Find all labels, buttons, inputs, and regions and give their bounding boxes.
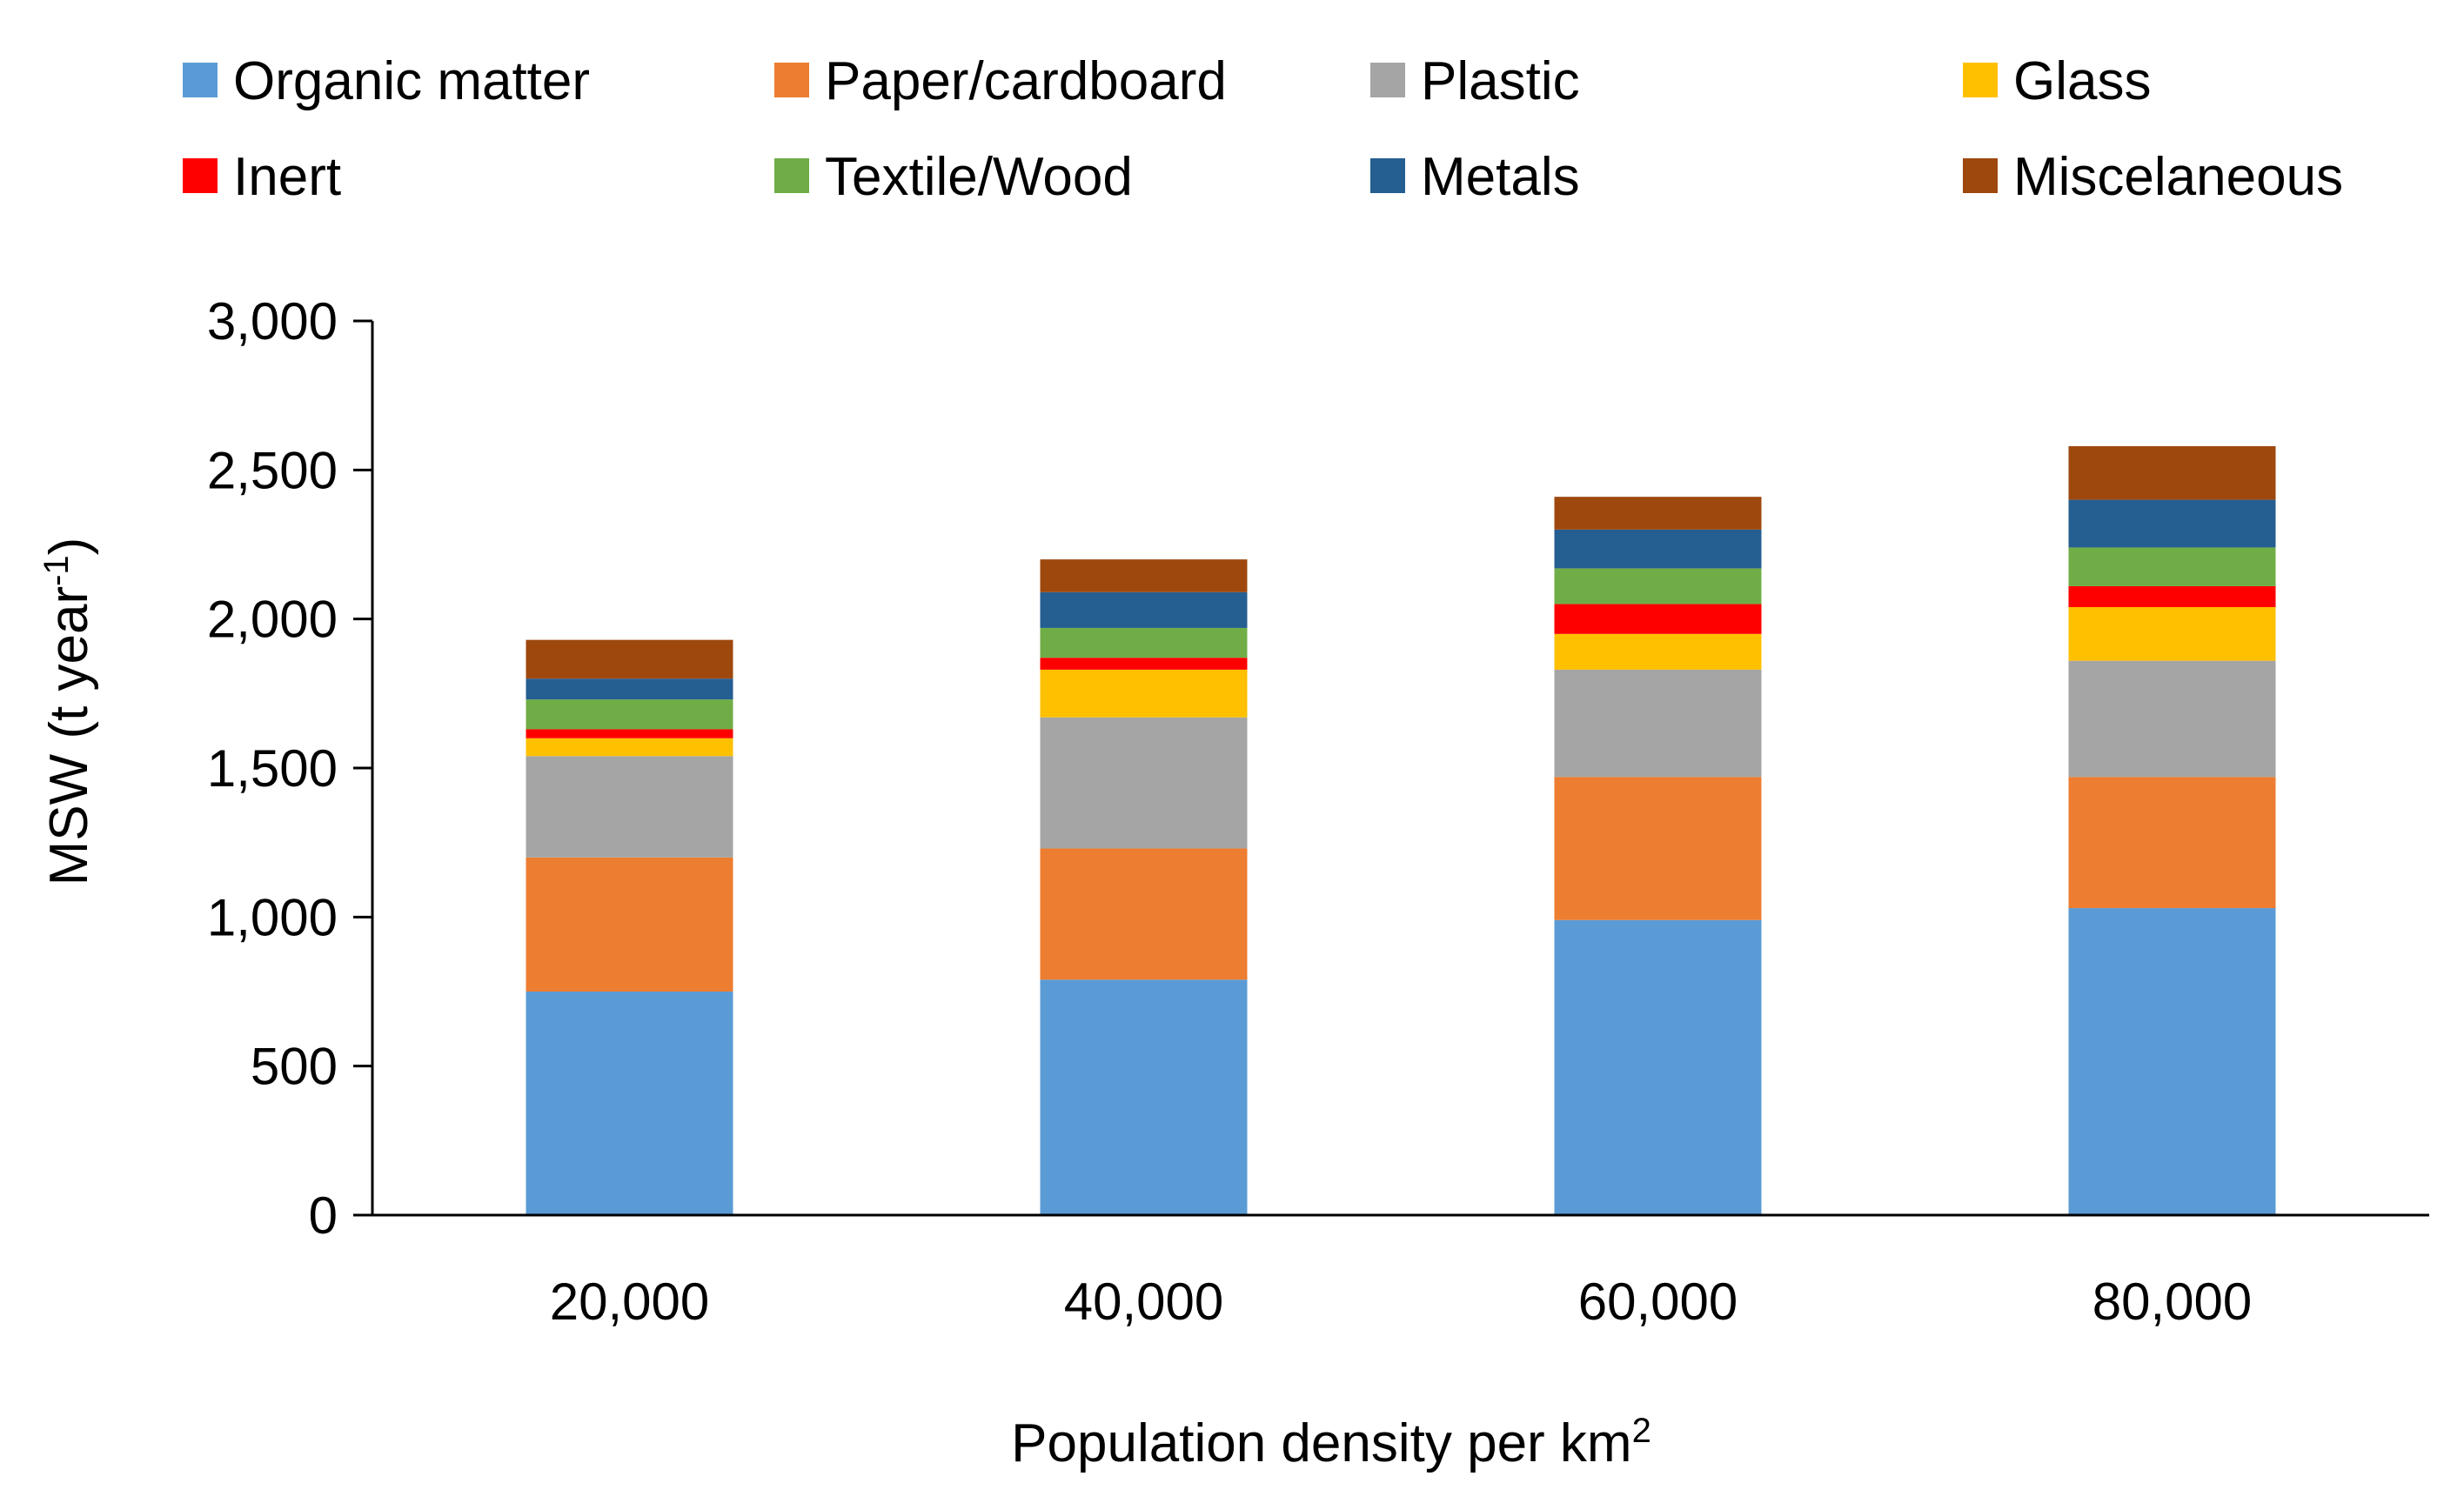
bar-segment-textile-wood (526, 699, 733, 730)
bar-segment-paper-cardboard (526, 857, 733, 992)
x-tick-label: 60,000 (1578, 1273, 1738, 1331)
bar-segment-organic-matter (1040, 979, 1248, 1215)
legend-label: Metals (1421, 147, 1580, 207)
y-tick-label: 1,500 (207, 739, 338, 798)
legend-label: Inert (233, 147, 341, 207)
bar-segment-inert (1554, 604, 1762, 634)
bar-segment-glass (1554, 633, 1762, 670)
bar-segment-inert (526, 729, 733, 738)
legend-label: Glass (2013, 51, 2151, 111)
bar-segment-textile-wood (1554, 568, 1762, 605)
bar-segment-miscelaneous (1554, 497, 1762, 530)
bar-segment-textile-wood (1040, 627, 1248, 658)
x-tick-label: 80,000 (2092, 1273, 2253, 1331)
bar-segment-metals (1554, 529, 1762, 569)
x-axis-title: Population density per km2 (1011, 1412, 1651, 1473)
bar-segment-paper-cardboard (2068, 777, 2276, 909)
bar-segment-organic-matter (1554, 919, 1762, 1215)
bar-segment-plastic (1554, 669, 1762, 778)
legend: Organic matter Paper/cardboard Plastic Glas… (183, 51, 2343, 207)
legend-swatch (1370, 63, 1405, 97)
bar-segment-glass (526, 738, 733, 757)
legend-label: Organic matter (233, 51, 590, 111)
bar-segment-textile-wood (2068, 547, 2276, 586)
legend-label: Miscelaneous (2013, 147, 2343, 207)
legend-label: Textile/Wood (825, 147, 1133, 207)
bar-segment-organic-matter (526, 992, 733, 1215)
bar-segment-organic-matter (2068, 908, 2276, 1215)
bar-segment-metals (2068, 499, 2276, 548)
bar-segment-metals (526, 678, 733, 700)
y-tick-label: 3,000 (207, 292, 338, 351)
legend-swatch (774, 63, 809, 97)
y-axis-title: MSW (t year-1) (37, 538, 99, 886)
legend-swatch (183, 158, 218, 193)
bar-segment-metals (1040, 591, 1248, 628)
x-tick-label: 40,000 (1064, 1273, 1224, 1331)
bar-segment-glass (2068, 606, 2276, 661)
y-axis: 0 500 1,000 1,500 2,000 2,500 3,000 (207, 292, 374, 1245)
legend-swatch (183, 63, 218, 97)
legend-swatch (1370, 158, 1405, 193)
bar-segment-glass (1040, 669, 1248, 718)
bar-segment-miscelaneous (526, 639, 733, 679)
y-tick-label: 1,000 (207, 888, 338, 946)
bar-segment-miscelaneous (1040, 559, 1248, 592)
legend-swatch (1963, 158, 1998, 193)
bar-segment-inert (2068, 585, 2276, 607)
legend-label: Plastic (1421, 51, 1580, 111)
bar-segment-miscelaneous (2068, 445, 2276, 500)
legend-label: Paper/cardboard (825, 51, 1227, 111)
bar-segment-plastic (2068, 660, 2276, 778)
y-tick-label: 0 (309, 1186, 338, 1245)
bar-segment-paper-cardboard (1554, 777, 1762, 920)
x-tick-label: 20,000 (550, 1273, 710, 1331)
bar-segment-plastic (1040, 717, 1248, 849)
bar-segment-inert (1040, 658, 1248, 670)
legend-swatch (774, 158, 809, 193)
y-tick-label: 2,000 (207, 591, 338, 649)
y-tick-label: 500 (251, 1038, 338, 1096)
legend-swatch (1963, 63, 1998, 97)
x-axis: 20,000 40,000 60,000 80,000 (372, 1213, 2429, 1331)
y-tick-label: 2,500 (207, 441, 338, 499)
bars (526, 445, 2276, 1215)
bar-segment-plastic (526, 756, 733, 858)
bar-segment-paper-cardboard (1040, 848, 1248, 980)
